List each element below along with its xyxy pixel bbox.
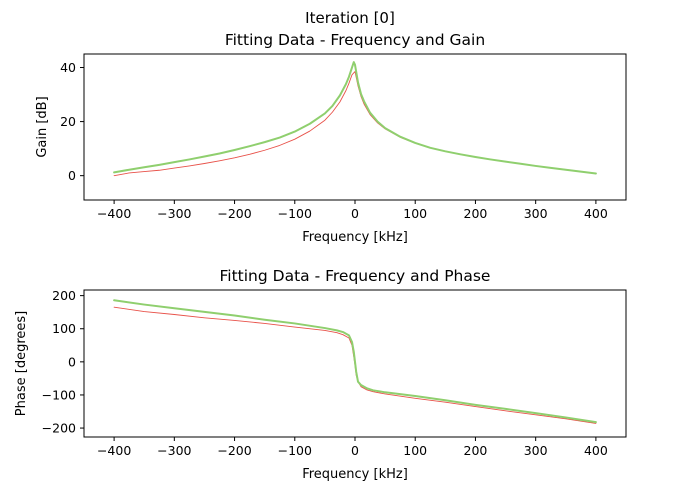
y-axis-label: Phase [degrees]	[14, 311, 29, 416]
y-tick-label: 20	[60, 114, 76, 129]
x-tick-label: 200	[464, 206, 488, 221]
y-tick-label: 100	[52, 321, 76, 336]
x-tick-label: 100	[403, 206, 427, 221]
series-line-fit	[113, 299, 597, 424]
x-tick-label: −400	[97, 206, 131, 221]
y-tick-label: 40	[60, 60, 76, 75]
subplot-phase: Fitting Data - Frequency and Phase −400 −3…	[14, 267, 627, 482]
y-tick-label: 0	[68, 168, 76, 183]
x-tick-label: 400	[584, 443, 608, 458]
figure-suptitle: Iteration [0]	[305, 9, 395, 27]
x-tick-label: −300	[157, 206, 191, 221]
x-tick-label: −100	[278, 206, 312, 221]
x-tick-label: 0	[351, 206, 359, 221]
x-tick-label: 100	[403, 443, 427, 458]
y-tick-label: 0	[68, 354, 76, 369]
y-axis-label: Gain [dB]	[35, 96, 50, 157]
x-tick-label: −400	[97, 443, 131, 458]
y-tick-label: 200	[52, 288, 76, 303]
subplot-title: Fitting Data - Frequency and Gain	[225, 31, 485, 49]
y-tick-label: −100	[42, 387, 76, 402]
subplot-gain: Fitting Data - Frequency and Gain −400 −30…	[35, 31, 627, 245]
series-line-fit	[113, 61, 597, 175]
x-tick-label: 0	[351, 443, 359, 458]
x-tick-label: −100	[278, 443, 312, 458]
x-axis-label: Frequency [kHz]	[302, 467, 408, 482]
x-tick-label: 200	[464, 443, 488, 458]
x-tick-label: 300	[524, 206, 548, 221]
x-tick-label: −300	[157, 443, 191, 458]
subplots: Fitting Data - Frequency and Gain −400 −30…	[14, 31, 627, 482]
x-tick-label: 300	[524, 443, 548, 458]
y-tick-label: −200	[42, 421, 76, 436]
x-tick-label: 400	[584, 206, 608, 221]
x-tick-label: −200	[217, 443, 251, 458]
x-axis-label: Frequency [kHz]	[302, 230, 408, 245]
x-tick-label: −200	[217, 206, 251, 221]
subplot-title: Fitting Data - Frequency and Phase	[220, 267, 491, 285]
